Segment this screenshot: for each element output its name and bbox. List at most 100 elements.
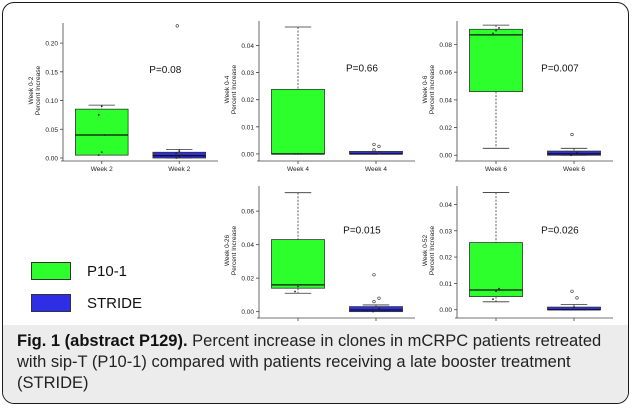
y-axis-title: Percent Increase (429, 226, 436, 276)
p-value-label: P=0.015 (343, 226, 381, 237)
figure-frame: 0.00 0.05 0.10 0.15 0.20 Week 0-2 Percent Incr… (2, 2, 629, 404)
y-axis-title: Percent Increase (35, 66, 42, 116)
y-tick-label: 0.06 (241, 209, 254, 216)
y-axis-title-week: Week 0-26 (224, 234, 231, 266)
y-tick-label: 0.03 (241, 70, 254, 77)
figure-caption: Fig. 1 (abstract P129). Percent increase… (17, 331, 617, 394)
data-point (300, 153, 302, 155)
chart-panel-4: 0.00 0.02 0.04 0.06 Week 0-26 Percent Increas… (224, 186, 415, 321)
data-point (573, 152, 575, 155)
y-axis-title: Percent Increase (231, 226, 238, 276)
y-tick-label: 0.01 (241, 124, 254, 131)
x-tick-label: Week 4 (287, 166, 309, 173)
box-p10 (271, 192, 325, 294)
x-tick-label: Week 2 (168, 166, 190, 173)
caption-bold: Fig. 1 (abstract P129). (17, 332, 188, 350)
data-point (181, 154, 184, 157)
y-tick-label: 0.06 (439, 70, 452, 77)
outlier-point (372, 299, 376, 304)
y-tick-label: 0.02 (439, 125, 452, 132)
data-point (178, 150, 181, 153)
box-rect (469, 242, 523, 297)
data-point (372, 310, 374, 313)
data-point (573, 306, 575, 309)
box-stride (349, 142, 403, 155)
box-rect (469, 28, 523, 92)
y-axis-title-week: Week 0-52 (422, 234, 429, 266)
box-stride (547, 289, 601, 311)
box-p10 (75, 104, 129, 157)
x-tick-label: Week 6 (485, 166, 507, 173)
y-tick-label: 0.00 (439, 153, 452, 160)
data-point (570, 154, 572, 157)
box-p10 (271, 26, 325, 155)
data-point (103, 134, 106, 136)
legend-label-p10: P10-1 (87, 262, 128, 280)
box-stride (152, 24, 206, 159)
box-rect (271, 88, 325, 155)
y-tick-label: 0.04 (439, 202, 452, 209)
box-stride (547, 132, 601, 157)
data-point (175, 157, 178, 159)
x-tick-label: Week 6 (563, 166, 585, 173)
box-rect (271, 239, 325, 289)
y-axis-title: Percent Increase (429, 65, 436, 115)
outlier-point (377, 150, 381, 155)
data-point (375, 309, 377, 311)
y-axis-title: Percent Increase (231, 65, 238, 115)
y-tick-label: 0.10 (45, 98, 58, 105)
y-tick-label: 0.00 (241, 151, 254, 158)
caption-text: Percent increase in clones in mCRPC pati… (17, 332, 602, 392)
outlier-point (570, 132, 574, 137)
box-rect (75, 108, 129, 156)
y-tick-label: 0.04 (439, 97, 452, 104)
y-tick-label: 0.00 (439, 307, 452, 314)
legend-swatch-p10 (31, 262, 71, 280)
data-point (495, 290, 497, 293)
y-tick-label: 0.00 (45, 156, 58, 163)
outlier-point (175, 24, 179, 28)
y-tick-label: 0.02 (241, 97, 254, 104)
outlier-point (377, 144, 381, 148)
data-point (498, 287, 500, 290)
data-point (570, 308, 572, 311)
data-point (492, 32, 494, 35)
y-tick-label: 0.05 (45, 127, 58, 134)
data-point (498, 27, 500, 29)
chart-panel-3: 0.00 0.02 0.04 0.06 0.08 Week 0-6 Percent Incr… (422, 21, 613, 173)
y-tick-label: 0.15 (45, 69, 58, 76)
data-point (492, 298, 494, 301)
x-tick-label: Week 2 (91, 166, 113, 173)
data-point (294, 153, 296, 155)
y-axis-title-week: Week 0-2 (28, 76, 35, 104)
data-point (576, 151, 578, 154)
x-tick-label: Week 4 (365, 166, 387, 173)
data-point (178, 155, 181, 158)
outlier-point (372, 148, 376, 152)
outlier-point (372, 273, 376, 277)
legend-swatch-stride (31, 294, 71, 312)
box-p10 (469, 192, 523, 303)
y-tick-label: 0.02 (241, 276, 254, 283)
legend-item-stride: STRIDE (31, 293, 142, 313)
data-point (175, 152, 178, 155)
data-point (297, 285, 299, 288)
y-tick-label: 0.00 (241, 309, 254, 316)
legend-label-stride: STRIDE (87, 294, 143, 312)
y-tick-label: 0.08 (439, 42, 452, 49)
chart-panel-5: 0.00 0.01 0.02 0.03 0.04 Week 0-52 Percent Inc… (422, 186, 613, 321)
data-point (294, 290, 296, 293)
data-point (378, 307, 380, 310)
outlier-point (570, 289, 574, 293)
chart-panel-2: 0.00 0.01 0.02 0.03 0.04 Week 0-4 Percent Incr… (224, 21, 415, 173)
y-axis-title-week: Week 0-4 (224, 75, 231, 103)
y-tick-label: 0.01 (439, 281, 452, 288)
outlier-point (372, 142, 376, 147)
data-point (100, 151, 103, 154)
y-tick-label: 0.04 (241, 43, 254, 50)
data-point (372, 153, 374, 155)
y-tick-label: 0.03 (439, 228, 452, 235)
y-tick-label: 0.20 (45, 41, 58, 48)
data-point (97, 114, 100, 116)
